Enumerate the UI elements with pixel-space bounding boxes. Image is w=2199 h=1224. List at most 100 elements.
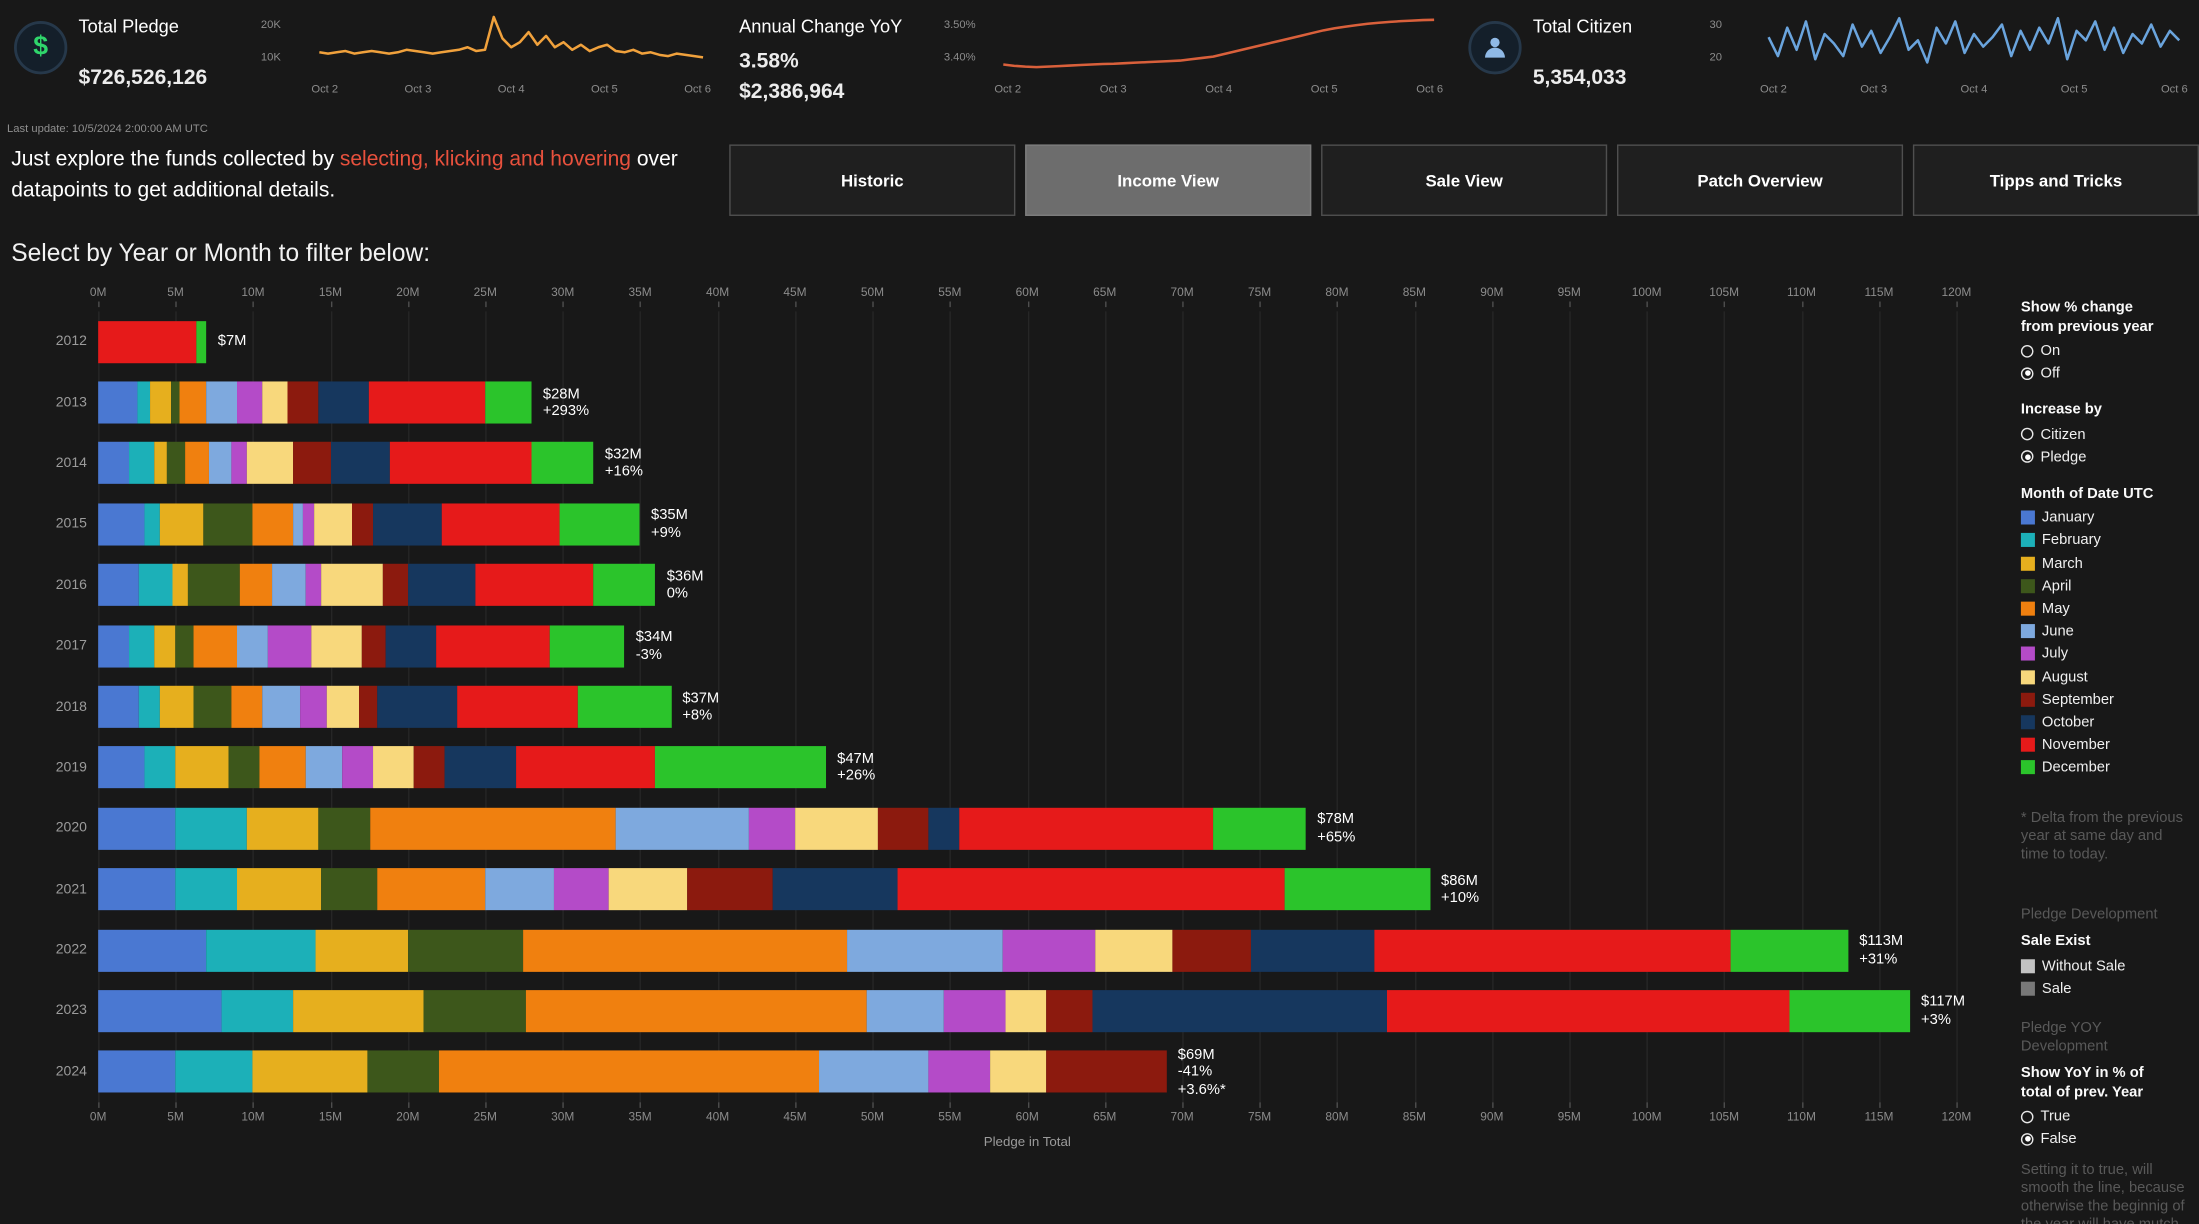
bar-segment-may-2019[interactable] bbox=[259, 746, 306, 789]
bar-segment-january-2023[interactable] bbox=[98, 990, 222, 1033]
bar-segment-july-2015[interactable] bbox=[302, 503, 315, 546]
bar-segment-january-2024[interactable] bbox=[98, 1050, 176, 1094]
bar-segment-january-2018[interactable] bbox=[98, 685, 139, 728]
bar-segment-march-2022[interactable] bbox=[314, 929, 408, 972]
bar-segment-july-2023[interactable] bbox=[943, 990, 1006, 1033]
bar-segment-november-2013[interactable] bbox=[369, 381, 486, 424]
bar-segment-september-2021[interactable] bbox=[686, 868, 774, 911]
year-axis-label[interactable]: 2021 bbox=[55, 881, 87, 898]
bar-segment-february-2022[interactable] bbox=[206, 929, 315, 972]
legend-item-april[interactable]: April bbox=[2020, 577, 2191, 594]
legend-item-march[interactable]: March bbox=[2020, 555, 2191, 572]
legend-item-january[interactable]: January bbox=[2020, 509, 2191, 526]
sale-exist-item-sale[interactable]: Sale bbox=[2020, 980, 2191, 997]
radio-option-false[interactable]: False bbox=[2020, 1131, 2191, 1147]
legend-item-november[interactable]: November bbox=[2020, 736, 2191, 753]
bar-segment-july-2024[interactable] bbox=[928, 1050, 991, 1094]
bar-segment-march-2023[interactable] bbox=[293, 990, 424, 1033]
bar-segment-november-2019[interactable] bbox=[516, 746, 656, 789]
bar-segment-june-2014[interactable] bbox=[209, 442, 232, 485]
legend-item-december[interactable]: December bbox=[2020, 759, 2191, 776]
bar-segment-november-2020[interactable] bbox=[959, 807, 1214, 850]
tab-income-view[interactable]: Income View bbox=[1025, 144, 1312, 216]
bar-segment-august-2019[interactable] bbox=[373, 746, 414, 789]
bar-segment-may-2016[interactable] bbox=[240, 564, 272, 607]
legend-item-june[interactable]: June bbox=[2020, 623, 2191, 640]
bar-segment-february-2013[interactable] bbox=[136, 381, 151, 424]
year-axis-label[interactable]: 2020 bbox=[55, 820, 87, 837]
bar-segment-july-2016[interactable] bbox=[305, 564, 321, 607]
bar-segment-november-2023[interactable] bbox=[1386, 990, 1790, 1033]
bar-segment-march-2013[interactable] bbox=[150, 381, 171, 424]
bar-segment-april-2022[interactable] bbox=[407, 929, 523, 972]
bar-segment-september-2018[interactable] bbox=[358, 685, 377, 728]
bar-segment-january-2015[interactable] bbox=[98, 503, 145, 546]
bar-segment-september-2015[interactable] bbox=[351, 503, 374, 546]
bar-segment-march-2024[interactable] bbox=[252, 1050, 368, 1094]
bar-segment-july-2013[interactable] bbox=[237, 381, 263, 424]
bar-segment-april-2015[interactable] bbox=[203, 503, 253, 546]
bar-segment-august-2017[interactable] bbox=[311, 624, 362, 668]
bar-segment-january-2021[interactable] bbox=[98, 868, 176, 911]
bar-segment-september-2016[interactable] bbox=[382, 564, 408, 607]
bar-segment-march-2016[interactable] bbox=[172, 564, 188, 607]
bar-segment-december-2021[interactable] bbox=[1284, 868, 1430, 911]
bar-segment-april-2021[interactable] bbox=[321, 868, 377, 911]
bar-segment-june-2016[interactable] bbox=[271, 564, 306, 607]
citizen-sparkline-chart[interactable]: 30 20 Oct 2 Oct 3 Oct 4 Oct 5 Oct 6 bbox=[1710, 0, 2199, 121]
bar-segment-september-2022[interactable] bbox=[1172, 929, 1251, 972]
radio-option-off[interactable]: Off bbox=[2020, 365, 2191, 381]
bar-segment-june-2021[interactable] bbox=[485, 868, 554, 911]
year-axis-label[interactable]: 2015 bbox=[55, 516, 87, 533]
bar-segment-october-2021[interactable] bbox=[773, 868, 898, 911]
bar-segment-december-2020[interactable] bbox=[1213, 807, 1307, 850]
legend-item-may[interactable]: May bbox=[2020, 600, 2191, 617]
bar-segment-april-2018[interactable] bbox=[194, 685, 232, 728]
bar-segment-march-2014[interactable] bbox=[153, 442, 167, 485]
year-axis-label[interactable]: 2019 bbox=[55, 760, 87, 776]
bar-segment-january-2014[interactable] bbox=[98, 442, 130, 485]
bar-segment-january-2020[interactable] bbox=[98, 807, 176, 850]
bar-segment-december-2017[interactable] bbox=[550, 624, 625, 668]
tab-patch-overview[interactable]: Patch Overview bbox=[1616, 144, 1904, 216]
bar-segment-november-2016[interactable] bbox=[475, 564, 594, 607]
bar-segment-november-2017[interactable] bbox=[435, 624, 551, 668]
bar-segment-december-2023[interactable] bbox=[1789, 990, 1910, 1033]
bar-segment-december-2016[interactable] bbox=[593, 564, 656, 607]
bar-segment-november-2012[interactable] bbox=[98, 320, 196, 363]
bar-segment-may-2013[interactable] bbox=[180, 381, 207, 424]
year-axis-label[interactable]: 2023 bbox=[55, 1003, 87, 1019]
bar-segment-march-2019[interactable] bbox=[175, 746, 229, 789]
bar-segment-october-2020[interactable] bbox=[928, 807, 960, 850]
legend-item-september[interactable]: September bbox=[2020, 691, 2191, 708]
bar-segment-august-2024[interactable] bbox=[990, 1050, 1046, 1094]
bar-segment-july-2018[interactable] bbox=[299, 685, 328, 728]
bar-segment-february-2024[interactable] bbox=[175, 1050, 253, 1094]
bar-segment-october-2023[interactable] bbox=[1092, 990, 1387, 1033]
legend-item-february[interactable]: February bbox=[2020, 532, 2191, 549]
year-axis-label[interactable]: 2024 bbox=[55, 1064, 87, 1080]
yoy-sparkline-chart[interactable]: 3.50% 3.40% Oct 2 Oct 3 Oct 4 Oct 5 Oct 6 bbox=[944, 0, 1454, 121]
bar-segment-december-2019[interactable] bbox=[655, 746, 826, 789]
bar-segment-october-2015[interactable] bbox=[373, 503, 442, 546]
bar-segment-may-2021[interactable] bbox=[376, 868, 486, 911]
bar-segment-august-2016[interactable] bbox=[320, 564, 383, 607]
bar-segment-september-2019[interactable] bbox=[413, 746, 445, 789]
bar-segment-april-2014[interactable] bbox=[166, 442, 185, 485]
legend-item-august[interactable]: August bbox=[2020, 668, 2191, 685]
bar-segment-may-2022[interactable] bbox=[522, 929, 848, 972]
bar-segment-february-2016[interactable] bbox=[138, 564, 173, 607]
bar-segment-may-2024[interactable] bbox=[438, 1050, 820, 1094]
bar-segment-october-2018[interactable] bbox=[376, 685, 458, 728]
year-axis-label[interactable]: 2013 bbox=[55, 394, 87, 411]
bar-segment-november-2015[interactable] bbox=[441, 503, 560, 546]
bar-segment-april-2013[interactable] bbox=[170, 381, 181, 424]
bar-segment-march-2018[interactable] bbox=[160, 685, 195, 728]
bar-segment-january-2017[interactable] bbox=[98, 624, 130, 668]
radio-option-on[interactable]: On bbox=[2020, 342, 2191, 359]
bar-segment-june-2020[interactable] bbox=[615, 807, 749, 850]
bar-segment-october-2019[interactable] bbox=[444, 746, 517, 789]
bar-segment-august-2015[interactable] bbox=[314, 503, 352, 546]
bar-segment-march-2021[interactable] bbox=[237, 868, 322, 911]
bar-segment-february-2014[interactable] bbox=[129, 442, 154, 485]
